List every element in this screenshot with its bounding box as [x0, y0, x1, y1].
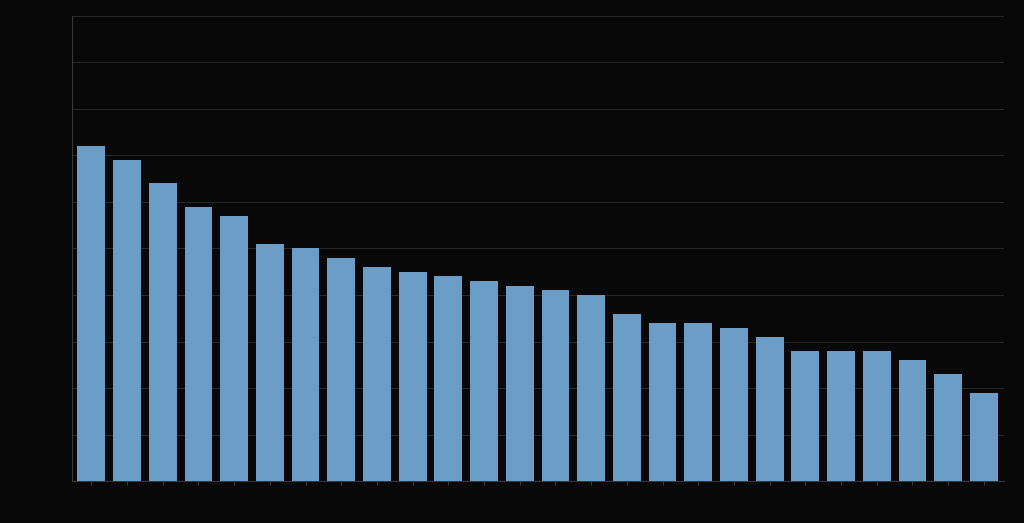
Bar	[684, 323, 712, 481]
Bar	[898, 360, 927, 481]
Bar	[78, 146, 105, 481]
Bar	[970, 393, 997, 481]
Bar	[578, 295, 605, 481]
Bar	[648, 323, 677, 481]
Bar	[328, 258, 355, 481]
Bar	[720, 327, 748, 481]
Bar	[434, 276, 462, 481]
Bar	[542, 290, 569, 481]
Bar	[184, 207, 212, 481]
Bar	[398, 272, 427, 481]
Bar	[756, 337, 783, 481]
Bar	[148, 183, 177, 481]
Bar	[792, 351, 819, 481]
Bar	[827, 351, 855, 481]
Bar	[256, 244, 284, 481]
Bar	[934, 374, 963, 481]
Bar	[506, 286, 534, 481]
Bar	[863, 351, 891, 481]
Bar	[113, 160, 141, 481]
Bar	[364, 267, 391, 481]
Bar	[470, 281, 498, 481]
Bar	[220, 216, 248, 481]
Bar	[292, 248, 319, 481]
Bar	[613, 314, 641, 481]
